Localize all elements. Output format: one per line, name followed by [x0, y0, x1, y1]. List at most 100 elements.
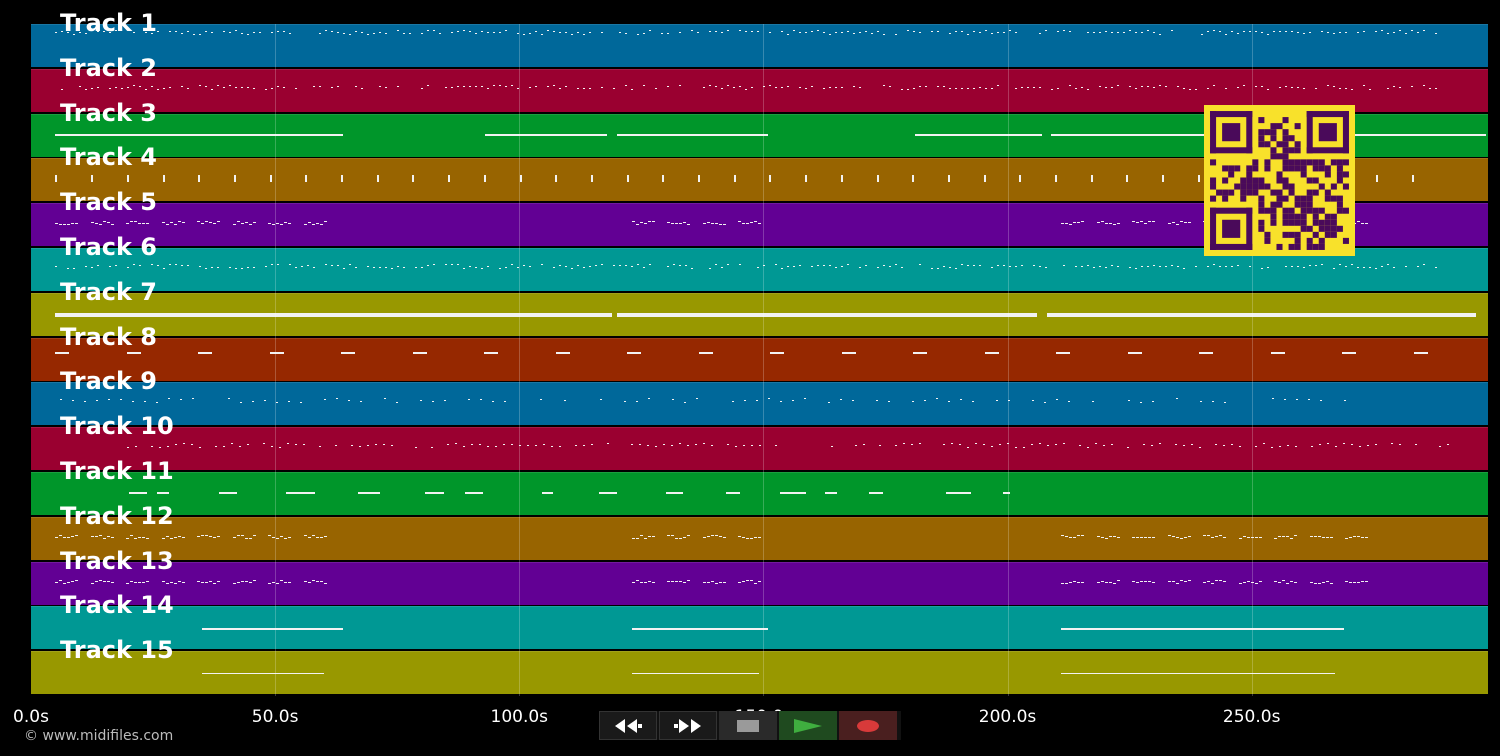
note [1045, 267, 1048, 268]
note [1073, 536, 1077, 538]
rewind-button[interactable] [599, 711, 657, 740]
note [67, 32, 70, 33]
note [781, 86, 784, 88]
note [823, 87, 826, 89]
note [683, 222, 687, 224]
note [990, 446, 993, 448]
note [1212, 401, 1215, 403]
note [1096, 581, 1100, 583]
note [1417, 32, 1420, 33]
note [685, 265, 688, 266]
note [565, 266, 568, 267]
track-lane-10[interactable]: Track 10 [31, 413, 1488, 471]
note [177, 221, 181, 223]
note [409, 33, 412, 34]
note [115, 30, 118, 31]
note [577, 32, 580, 33]
note [1261, 268, 1264, 269]
stop-button[interactable] [719, 711, 777, 740]
track-lane-12[interactable]: Track 12 [31, 503, 1488, 560]
note [126, 223, 130, 225]
note [134, 581, 138, 583]
note [144, 401, 147, 403]
note [862, 444, 865, 446]
note [1333, 268, 1336, 269]
note [1046, 445, 1049, 447]
note [1375, 31, 1378, 32]
note [763, 265, 766, 266]
note [1153, 86, 1156, 88]
note [835, 86, 838, 88]
note [223, 31, 226, 32]
note [102, 580, 106, 582]
note [1246, 536, 1250, 538]
track-lane-15[interactable]: Track 15 [31, 637, 1488, 695]
note [679, 223, 683, 225]
note [726, 492, 741, 494]
track-label: Track 1 [60, 9, 158, 37]
note [236, 534, 240, 536]
note [192, 398, 195, 400]
note [1225, 266, 1228, 267]
note [157, 265, 160, 266]
note [169, 31, 172, 32]
time-tick-label: 0.0s [13, 707, 49, 727]
note [1183, 580, 1187, 582]
note [1345, 32, 1348, 33]
note [841, 32, 844, 33]
note [912, 401, 915, 403]
note [1167, 534, 1171, 536]
note [919, 85, 922, 87]
note [691, 268, 694, 269]
note [966, 447, 969, 449]
note [948, 401, 951, 403]
note [481, 31, 484, 32]
note [739, 30, 742, 31]
play-button[interactable] [779, 711, 837, 740]
note [240, 402, 243, 404]
note [421, 267, 424, 268]
track-lane-11[interactable]: Track 11 [31, 458, 1488, 515]
note [1116, 536, 1120, 538]
note [284, 222, 288, 224]
track-lane-8[interactable]: Track 8 [31, 324, 1488, 381]
note [722, 536, 726, 538]
track-lane-13[interactable]: Track 13 [31, 548, 1488, 605]
note [758, 536, 762, 538]
note [323, 221, 327, 223]
note [505, 85, 508, 87]
note [1159, 84, 1162, 86]
fast-forward-button[interactable] [659, 711, 717, 740]
note [553, 31, 556, 32]
note [1374, 444, 1377, 446]
note [979, 86, 982, 88]
qr-code[interactable] [1204, 105, 1355, 256]
note [1094, 443, 1097, 445]
note [318, 446, 321, 448]
track-lane-1[interactable]: Track 1 [31, 10, 1488, 67]
note [526, 445, 529, 447]
note [1065, 223, 1069, 225]
track-lane-2[interactable]: Track 2 [31, 55, 1488, 112]
note [373, 267, 376, 268]
note [811, 85, 814, 87]
track-lane-7[interactable]: Track 7 [31, 279, 1488, 336]
track-lane-9[interactable]: Track 9 [31, 368, 1488, 426]
note [1279, 31, 1282, 32]
transport-controls [599, 711, 901, 740]
note [248, 537, 252, 539]
note [780, 492, 806, 494]
track-label: Track 15 [60, 636, 174, 665]
note [1273, 31, 1276, 32]
track-lane-14[interactable]: Track 14 [31, 592, 1488, 650]
note [643, 537, 647, 539]
note [247, 34, 250, 35]
record-button[interactable] [839, 711, 897, 740]
note [337, 32, 340, 33]
note [1009, 266, 1012, 267]
note [1132, 580, 1136, 582]
note [94, 223, 98, 225]
note [1141, 85, 1144, 87]
note [1057, 31, 1060, 32]
note [1272, 398, 1275, 400]
